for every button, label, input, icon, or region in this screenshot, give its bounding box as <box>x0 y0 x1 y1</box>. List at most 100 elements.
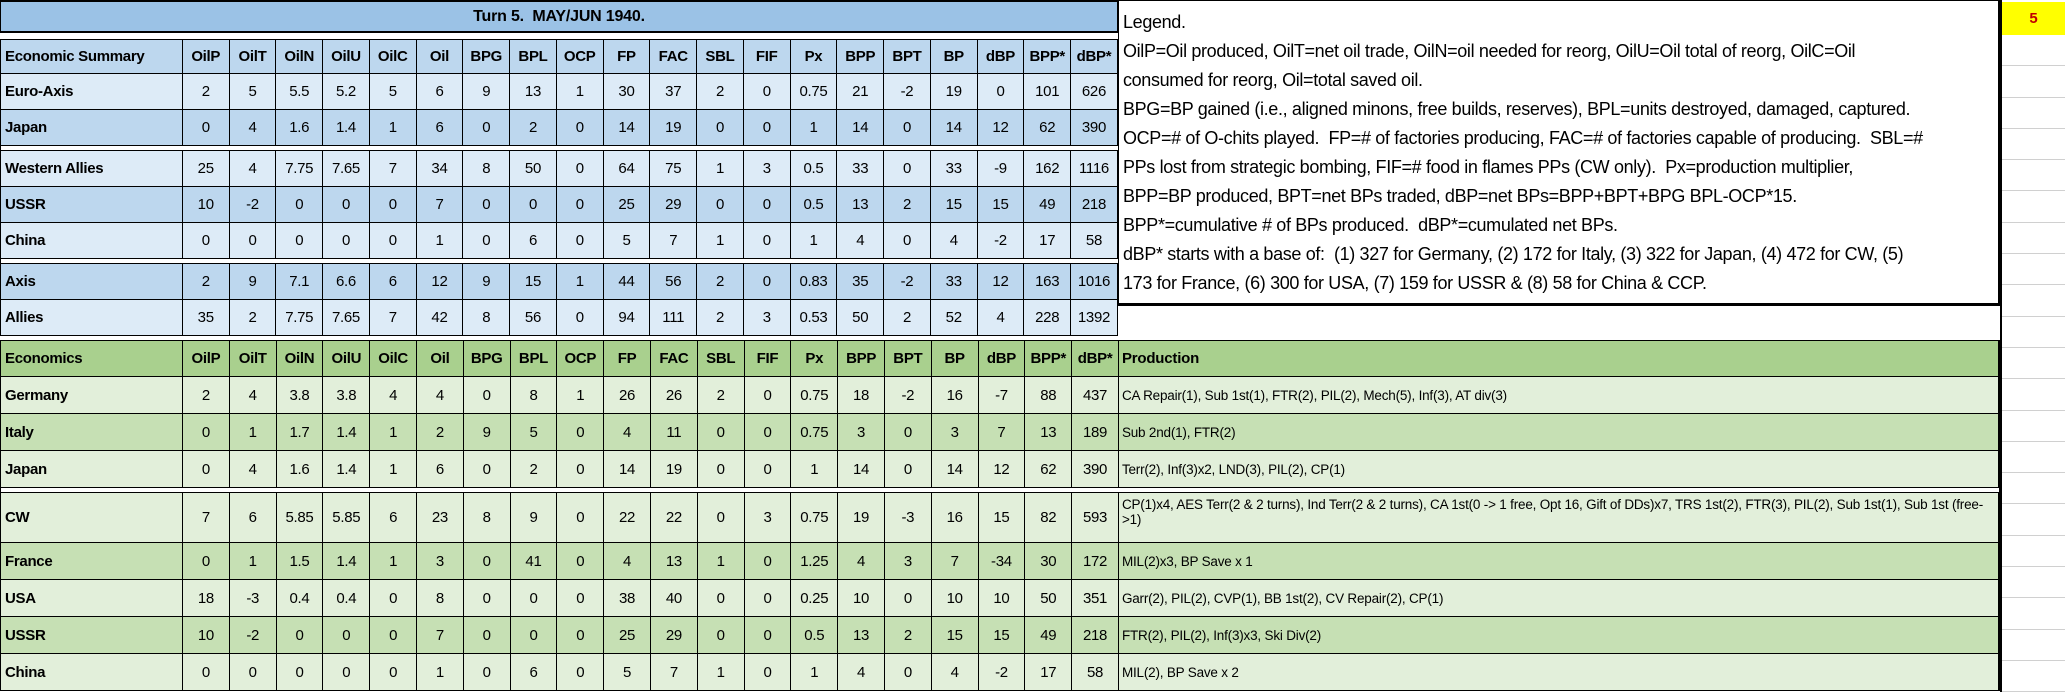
column-header-OilC[interactable]: OilC <box>370 341 417 376</box>
value-cell[interactable]: 0 <box>697 187 744 222</box>
empty-cell[interactable] <box>2002 285 2065 317</box>
value-cell[interactable]: 9 <box>463 74 511 109</box>
value-cell[interactable]: 88 <box>1025 377 1073 413</box>
value-cell[interactable]: 1 <box>370 414 417 450</box>
value-cell[interactable]: 13 <box>1025 414 1073 450</box>
value-cell[interactable]: 0 <box>182 110 230 145</box>
value-cell[interactable]: 50 <box>1025 580 1073 616</box>
value-cell[interactable]: 1 <box>416 223 464 258</box>
column-header-BPG[interactable]: BPG <box>463 341 511 376</box>
value-cell[interactable]: 1.25 <box>791 543 839 579</box>
value-cell[interactable]: 23 <box>416 493 464 542</box>
value-cell[interactable]: 0.5 <box>791 617 839 653</box>
value-cell[interactable]: 17 <box>1025 654 1073 690</box>
production-cell[interactable]: Terr(2), Inf(3)x2, LND(3), PIL(2), CP(1) <box>1118 451 1999 487</box>
row-label[interactable]: Western Allies <box>1 151 183 186</box>
value-cell[interactable]: 26 <box>650 377 698 413</box>
row-label[interactable]: Japan <box>1 110 183 145</box>
value-cell[interactable]: 0 <box>556 187 604 222</box>
value-cell[interactable]: 0.53 <box>790 300 838 335</box>
row-label[interactable]: Italy <box>1 414 183 450</box>
value-cell[interactable]: 6 <box>416 451 464 487</box>
value-cell[interactable]: -2 <box>884 264 931 299</box>
empty-cell[interactable] <box>2002 630 2065 661</box>
value-cell[interactable]: 0 <box>744 580 792 616</box>
empty-cell[interactable] <box>2002 661 2065 692</box>
column-header-dBP[interactable]: dBP <box>977 40 1025 73</box>
value-cell[interactable]: 7.75 <box>276 151 324 186</box>
value-cell[interactable]: 0 <box>183 451 230 487</box>
value-cell[interactable]: 4 <box>370 377 417 413</box>
value-cell[interactable]: 0 <box>744 414 792 450</box>
value-cell[interactable]: 1 <box>556 264 604 299</box>
value-cell[interactable]: 2 <box>182 264 230 299</box>
value-cell[interactable]: 0 <box>884 223 931 258</box>
empty-cell[interactable] <box>2002 504 2065 536</box>
production-cell[interactable]: CA Repair(1), Sub 1st(1), FTR(2), PIL(2)… <box>1118 377 1999 413</box>
column-header-Px[interactable]: Px <box>791 341 839 376</box>
value-cell[interactable]: 1.4 <box>323 451 371 487</box>
value-cell[interactable]: 0 <box>697 451 745 487</box>
column-header-FP[interactable]: FP <box>604 341 651 376</box>
value-cell[interactable]: 0 <box>463 110 511 145</box>
value-cell[interactable]: 626 <box>1071 74 1118 109</box>
value-cell[interactable]: 75 <box>650 151 698 186</box>
value-cell[interactable]: 12 <box>978 451 1026 487</box>
row-label[interactable]: China <box>1 223 183 258</box>
value-cell[interactable]: 14 <box>838 451 885 487</box>
value-cell[interactable]: 8 <box>463 151 511 186</box>
value-cell[interactable]: 0 <box>744 451 792 487</box>
column-header-BPL[interactable]: BPL <box>510 40 557 73</box>
value-cell[interactable]: 3 <box>743 151 791 186</box>
value-cell[interactable]: 6 <box>369 264 417 299</box>
value-cell[interactable]: 0 <box>323 187 370 222</box>
value-cell[interactable]: 26 <box>604 377 651 413</box>
value-cell[interactable]: 18 <box>838 377 885 413</box>
value-cell[interactable]: 30 <box>603 74 651 109</box>
production-cell[interactable]: FTR(2), PIL(2), Inf(3)x3, Ski Div(2) <box>1118 617 1999 653</box>
value-cell[interactable]: 3 <box>884 543 932 579</box>
value-cell[interactable]: 1.4 <box>323 543 371 579</box>
value-cell[interactable]: 1 <box>791 654 839 690</box>
value-cell[interactable]: 6.6 <box>323 264 370 299</box>
value-cell[interactable]: 1 <box>697 654 745 690</box>
value-cell[interactable]: 0 <box>743 264 791 299</box>
column-header-Px[interactable]: Px <box>790 40 838 73</box>
value-cell[interactable]: 0 <box>276 654 324 690</box>
value-cell[interactable]: 0 <box>323 654 371 690</box>
empty-cell[interactable] <box>2002 223 2065 255</box>
value-cell[interactable]: 58 <box>1072 654 1119 690</box>
value-cell[interactable]: 30 <box>1025 543 1073 579</box>
value-cell[interactable]: 1392 <box>1071 300 1118 335</box>
value-cell[interactable]: 0 <box>323 223 370 258</box>
value-cell[interactable]: 7.75 <box>276 300 324 335</box>
empty-cell[interactable] <box>2002 129 2065 161</box>
value-cell[interactable]: 1.4 <box>323 414 371 450</box>
column-header-OilC[interactable]: OilC <box>369 40 417 73</box>
value-cell[interactable]: 10 <box>931 580 979 616</box>
column-header-BPG[interactable]: BPG <box>463 40 511 73</box>
value-cell[interactable]: 9 <box>463 414 511 450</box>
turn-number-cell[interactable]: 5 <box>2002 2 2065 35</box>
value-cell[interactable]: 56 <box>510 300 557 335</box>
column-header-OilT[interactable]: OilT <box>229 40 277 73</box>
value-cell[interactable]: 7.65 <box>323 300 370 335</box>
value-cell[interactable]: 162 <box>1024 151 1072 186</box>
column-header-OilU[interactable]: OilU <box>323 341 371 376</box>
production-cell[interactable]: MIL(2), BP Save x 2 <box>1118 654 1999 690</box>
value-cell[interactable]: 7 <box>931 543 979 579</box>
table-label-header[interactable]: Economic Summary <box>1 40 183 73</box>
value-cell[interactable]: 0.75 <box>791 377 839 413</box>
value-cell[interactable]: 4 <box>229 377 277 413</box>
value-cell[interactable]: 0 <box>556 110 604 145</box>
value-cell[interactable]: 0.75 <box>791 414 839 450</box>
production-cell[interactable]: CP(1)x4, AES Terr(2 & 2 turns), Ind Terr… <box>1118 493 1999 542</box>
value-cell[interactable]: 33 <box>930 264 978 299</box>
value-cell[interactable]: 4 <box>838 654 885 690</box>
value-cell[interactable]: 2 <box>183 377 230 413</box>
value-cell[interactable]: 35 <box>837 264 885 299</box>
row-label[interactable]: China <box>1 654 183 690</box>
value-cell[interactable]: 0 <box>229 223 277 258</box>
value-cell[interactable]: 1 <box>369 110 417 145</box>
value-cell[interactable]: 5 <box>604 654 651 690</box>
